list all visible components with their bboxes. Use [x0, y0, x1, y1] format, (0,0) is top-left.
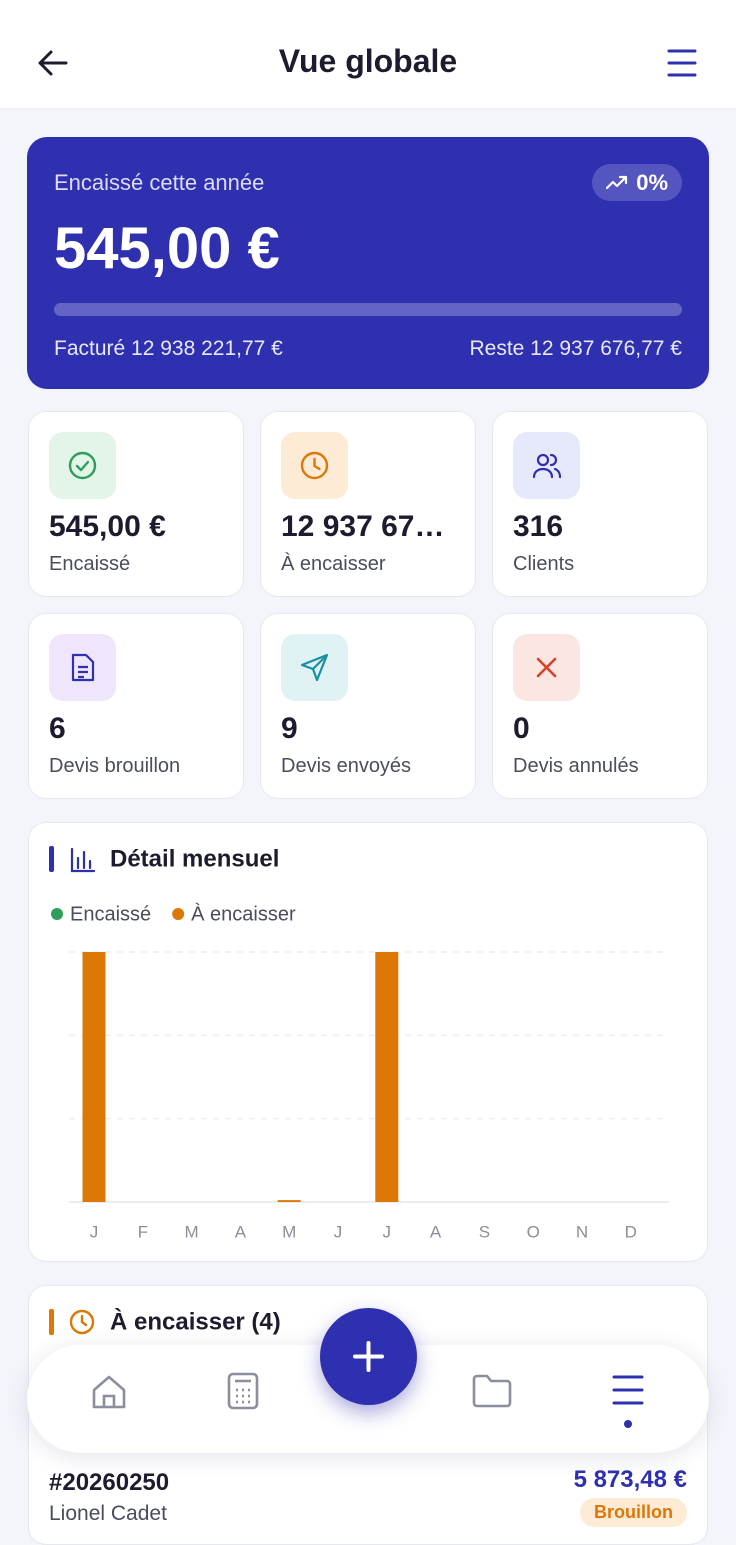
stat-card[interactable]: 545,00 € Encaissé — [28, 411, 244, 597]
title-accent — [49, 846, 54, 872]
stat-card[interactable]: 6 Devis brouillon — [28, 613, 244, 799]
stat-value: 0 — [513, 712, 530, 745]
x-tick-label: N — [576, 1222, 588, 1241]
chart-icon — [70, 847, 96, 873]
x-tick-label: J — [334, 1222, 343, 1241]
stat-value: 6 — [49, 712, 66, 745]
nav-home[interactable] — [89, 1372, 129, 1412]
stat-card[interactable]: 316 Clients — [492, 411, 708, 597]
stat-value: 545,00 € — [49, 510, 166, 543]
stat-icon — [49, 432, 116, 499]
x-tick-label: J — [383, 1222, 392, 1241]
x-tick-label: S — [479, 1222, 490, 1241]
stat-label: À encaisser — [281, 553, 386, 575]
trend-icon — [606, 175, 628, 190]
x-tick-label: J — [90, 1222, 99, 1241]
chart-title: Détail mensuel — [110, 845, 279, 872]
menu-button[interactable] — [666, 48, 698, 78]
stat-value: 9 — [281, 712, 298, 745]
icon — [71, 653, 95, 682]
client-name: Lionel Cadet — [49, 1502, 167, 1525]
stat-card[interactable]: 0 Devis annulés — [492, 613, 708, 799]
clock-hands — [80, 1314, 88, 1327]
page-title: Vue globale — [278, 43, 458, 79]
stat-icon — [513, 432, 580, 499]
legend-marker — [172, 908, 185, 920]
invoice-amount: 5 873,48 € — [573, 1466, 687, 1493]
summary-amount: 545,00 € — [54, 216, 280, 281]
status-badge: Brouillon — [580, 1498, 687, 1527]
title-accent — [49, 1309, 54, 1335]
summary-card: Encaissé cette année 0% 545,00 € Facturé… — [27, 137, 709, 389]
x-tick-label: M — [282, 1222, 296, 1241]
bar — [375, 952, 399, 1202]
stat-label: Devis annulés — [513, 755, 639, 777]
stat-card[interactable]: 12 937 676,77 € À encaisser — [260, 411, 476, 597]
nav-calculator[interactable] — [225, 1371, 261, 1411]
icon — [68, 451, 97, 480]
plus-icon — [353, 1341, 384, 1372]
legend-label: À encaisser — [191, 902, 296, 925]
x-tick-label: A — [430, 1222, 442, 1241]
stat-card[interactable]: 9 Devis envoyés — [260, 613, 476, 799]
pending-title: À encaisser (4) — [110, 1307, 281, 1335]
bar — [82, 952, 106, 1202]
chart-card: Détail mensuel Encaissé À encaisser J F M A M J… — [28, 822, 708, 1262]
x-tick-label: O — [527, 1222, 540, 1241]
remaining: Reste 12 937 676,77 € — [469, 337, 682, 360]
icon — [300, 653, 329, 682]
x-tick-label: M — [185, 1222, 199, 1241]
trend-value: 0% — [636, 170, 668, 195]
stat-icon — [281, 634, 348, 701]
summary-label: Encaissé cette année — [54, 170, 265, 195]
nav-folder[interactable] — [471, 1373, 513, 1409]
stat-icon — [513, 634, 580, 701]
stat-label: Encaissé — [49, 553, 131, 575]
icon — [536, 657, 557, 678]
billed: Facturé 12 938 221,77 € — [54, 337, 283, 360]
back-button[interactable] — [36, 46, 70, 80]
stat-icon — [49, 634, 116, 701]
x-tick-label: D — [625, 1222, 637, 1241]
stat-label: Clients — [513, 553, 575, 575]
clock-icon — [69, 1309, 95, 1335]
stat-label: Devis brouillon — [49, 755, 181, 777]
legend-marker — [51, 908, 63, 920]
icon — [300, 451, 329, 480]
x-tick-label: F — [138, 1222, 148, 1241]
bar — [277, 1200, 301, 1202]
pending-header: À encaisser (4) — [49, 1307, 281, 1335]
x-tick-label: A — [235, 1222, 247, 1241]
stat-value: 12 937 676,77 € — [281, 510, 461, 543]
nav-menu[interactable] — [611, 1373, 645, 1429]
chart: Détail mensuel Encaissé À encaisser J F M A M J… — [49, 845, 669, 1241]
header: Vue globale — [0, 0, 736, 108]
stat-label: Devis envoyés — [281, 755, 412, 777]
progress-bar — [54, 303, 682, 316]
stat-value: 316 — [513, 510, 564, 543]
stat-icon — [281, 432, 348, 499]
icon — [532, 453, 561, 479]
trend-badge: 0% — [592, 164, 682, 201]
legend-label: Encaissé — [70, 903, 151, 925]
invoice-number[interactable]: #20260250 — [49, 1469, 170, 1496]
add-button[interactable] — [320, 1308, 417, 1405]
